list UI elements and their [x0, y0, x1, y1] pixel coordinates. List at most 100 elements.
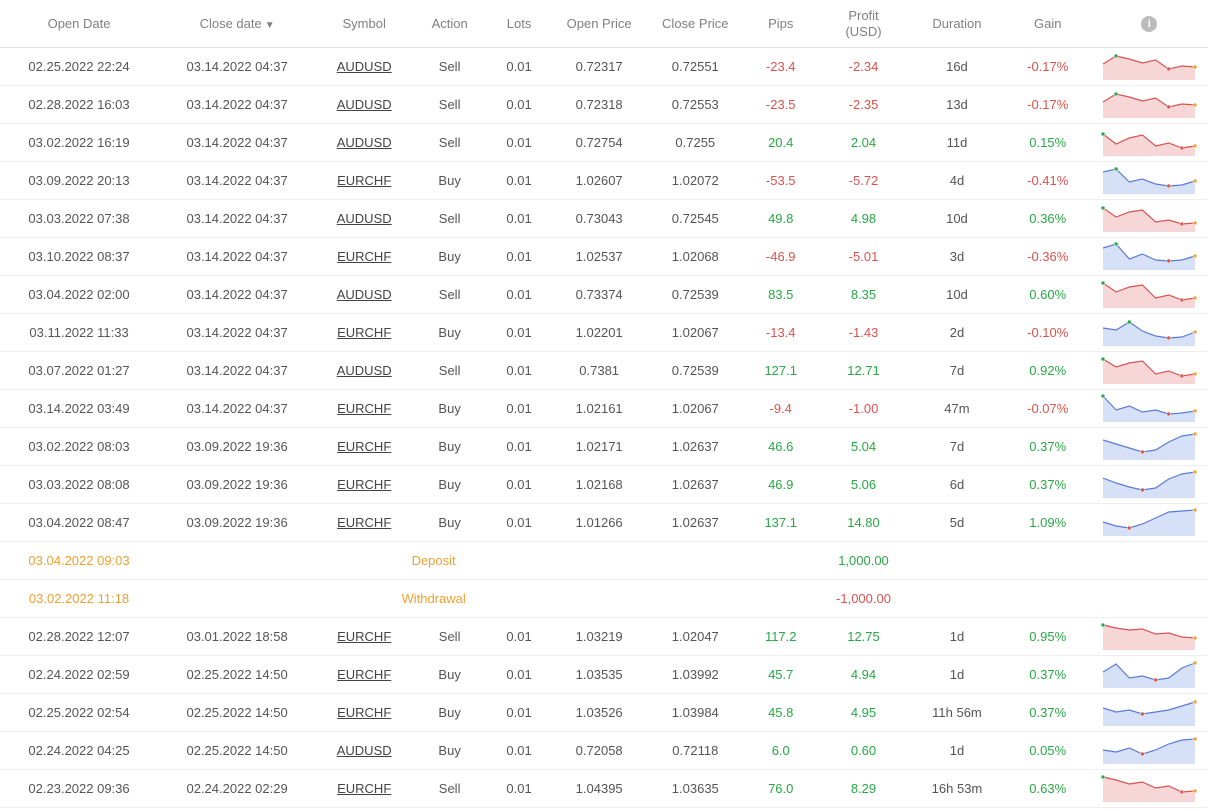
symbol-link[interactable]: AUDUSD: [337, 287, 392, 302]
symbol-link[interactable]: AUDUSD: [337, 211, 392, 226]
cell-lots: 0.01: [487, 86, 551, 124]
header-symbol[interactable]: Symbol: [316, 0, 412, 48]
cell-open-date: 02.25.2022 02:54: [0, 694, 158, 732]
cell-duration: 10d: [909, 276, 1005, 314]
cell-pips: 46.9: [743, 466, 818, 504]
cell-open-date: 03.04.2022 02:00: [0, 276, 158, 314]
cell-open-date: 03.02.2022 11:18: [0, 580, 158, 618]
cell-pips: 45.7: [743, 656, 818, 694]
symbol-link[interactable]: EURCHF: [337, 439, 391, 454]
cell-close-price: 1.02637: [647, 466, 743, 504]
cell-symbol: AUDUSD: [316, 48, 412, 86]
cell-duration: 5d: [909, 504, 1005, 542]
cell-lots: 0.01: [487, 618, 551, 656]
cell-symbol: AUDUSD: [316, 732, 412, 770]
cell-action: Buy: [412, 656, 487, 694]
cell-gain: 0.95%: [1005, 618, 1090, 656]
cell-open-price: 0.73043: [551, 200, 647, 238]
header-pips[interactable]: Pips: [743, 0, 818, 48]
cell-action: Sell: [412, 48, 487, 86]
header-close-date-label: Close date: [200, 16, 262, 31]
cell-profit: -2.34: [818, 48, 909, 86]
cell-lots: 0.01: [487, 352, 551, 390]
sparkline-chart: [1101, 392, 1197, 422]
cell-action: Buy: [412, 732, 487, 770]
symbol-link[interactable]: EURCHF: [337, 173, 391, 188]
symbol-link[interactable]: EURCHF: [337, 705, 391, 720]
cell-empty: [551, 580, 647, 618]
symbol-link[interactable]: EURCHF: [337, 401, 391, 416]
symbol-link[interactable]: EURCHF: [337, 629, 391, 644]
cell-close-date: 03.14.2022 04:37: [158, 200, 316, 238]
sparkline-chart: [1101, 202, 1197, 232]
symbol-link[interactable]: EURCHF: [337, 249, 391, 264]
cell-pips: -13.4: [743, 314, 818, 352]
cell-pips: 76.0: [743, 770, 818, 808]
symbol-link[interactable]: EURCHF: [337, 515, 391, 530]
cell-symbol: AUDUSD: [316, 124, 412, 162]
cell-empty: [909, 542, 1005, 580]
cell-open-price: 1.03535: [551, 656, 647, 694]
cell-symbol: EURCHF: [316, 162, 412, 200]
header-close-date[interactable]: Close date▼: [158, 0, 316, 48]
symbol-link[interactable]: AUDUSD: [337, 135, 392, 150]
cell-action: Buy: [412, 390, 487, 428]
header-open-price[interactable]: Open Price: [551, 0, 647, 48]
cell-close-date: 02.25.2022 14:50: [158, 694, 316, 732]
cell-symbol: EURCHF: [316, 390, 412, 428]
header-close-price[interactable]: Close Price: [647, 0, 743, 48]
table-row: 02.23.2022 09:3602.24.2022 02:29EURCHFSe…: [0, 770, 1208, 808]
cell-open-price: 1.02168: [551, 466, 647, 504]
cell-symbol: AUDUSD: [316, 86, 412, 124]
cell-close-price: 0.72539: [647, 276, 743, 314]
sparkline-chart: [1101, 734, 1197, 764]
cell-pips: 20.4: [743, 124, 818, 162]
cell-duration: 13d: [909, 86, 1005, 124]
symbol-link[interactable]: AUDUSD: [337, 743, 392, 758]
cell-chart: [1090, 352, 1208, 390]
sparkline-chart: [1101, 316, 1197, 346]
cell-gain: 0.37%: [1005, 466, 1090, 504]
header-action[interactable]: Action: [412, 0, 487, 48]
cell-close-date: 03.09.2022 19:36: [158, 504, 316, 542]
table-row: 03.04.2022 02:0003.14.2022 04:37AUDUSDSe…: [0, 276, 1208, 314]
sparkline-chart: [1101, 126, 1197, 156]
cell-action: Sell: [412, 86, 487, 124]
cell-pips: 49.8: [743, 200, 818, 238]
symbol-link[interactable]: EURCHF: [337, 667, 391, 682]
cell-lots: 0.01: [487, 694, 551, 732]
header-open-date[interactable]: Open Date: [0, 0, 158, 48]
cell-close-price: 1.03635: [647, 770, 743, 808]
symbol-link[interactable]: AUDUSD: [337, 363, 392, 378]
header-lots[interactable]: Lots: [487, 0, 551, 48]
cell-empty: [909, 580, 1005, 618]
header-info[interactable]: i: [1090, 0, 1208, 48]
cell-duration: 16d: [909, 48, 1005, 86]
table-row: 03.02.2022 11:18Withdrawal-1,000.00: [0, 580, 1208, 618]
cell-lots: 0.01: [487, 238, 551, 276]
cell-symbol: EURCHF: [316, 238, 412, 276]
cell-open-date: 03.09.2022 20:13: [0, 162, 158, 200]
cell-open-price: 1.02201: [551, 314, 647, 352]
cell-open-date: 02.28.2022 12:07: [0, 618, 158, 656]
symbol-link[interactable]: EURCHF: [337, 781, 391, 796]
cell-pips: -9.4: [743, 390, 818, 428]
trades-table: Open Date Close date▼ Symbol Action Lots…: [0, 0, 1208, 808]
symbol-link[interactable]: EURCHF: [337, 477, 391, 492]
cell-profit: -1.00: [818, 390, 909, 428]
cell-gain: -0.07%: [1005, 390, 1090, 428]
symbol-link[interactable]: AUDUSD: [337, 97, 392, 112]
header-profit[interactable]: Profit (USD): [818, 0, 909, 48]
header-duration[interactable]: Duration: [909, 0, 1005, 48]
header-gain[interactable]: Gain: [1005, 0, 1090, 48]
symbol-link[interactable]: AUDUSD: [337, 59, 392, 74]
cell-symbol: EURCHF: [316, 656, 412, 694]
cell-empty: [647, 542, 743, 580]
cell-lots: 0.01: [487, 200, 551, 238]
cell-symbol: EURCHF: [316, 314, 412, 352]
symbol-link[interactable]: EURCHF: [337, 325, 391, 340]
table-row: 02.24.2022 02:5902.25.2022 14:50EURCHFBu…: [0, 656, 1208, 694]
cell-close-price: 1.02637: [647, 504, 743, 542]
cell-symbol: EURCHF: [316, 466, 412, 504]
cell-close-price: 1.02067: [647, 314, 743, 352]
